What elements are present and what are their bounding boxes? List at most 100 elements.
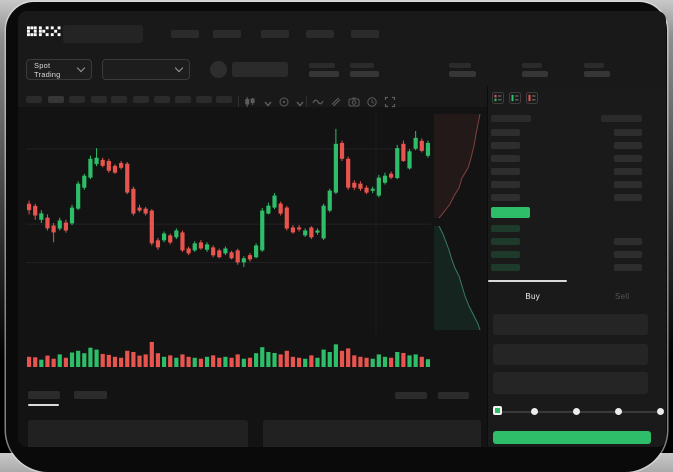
ticker-stat-label [449, 63, 471, 68]
okx-logo[interactable] [27, 26, 61, 37]
chevron-down-icon [174, 63, 184, 73]
bottom-action-2[interactable] [438, 392, 469, 399]
ask-amount-bar [614, 194, 642, 201]
history-clock-icon[interactable] [366, 96, 378, 108]
book-combined-view-icon[interactable] [492, 92, 504, 104]
ask-row[interactable] [491, 142, 642, 149]
order-price-input[interactable] [493, 314, 648, 335]
device-frame: Spot Trading [6, 2, 667, 472]
candlestick-chart[interactable] [26, 112, 431, 334]
buy-submit-button[interactable] [493, 431, 651, 444]
slider-stop[interactable] [656, 408, 664, 415]
ticker-stat-label [522, 63, 542, 68]
app-window: Spot Trading [18, 11, 666, 447]
ticker-stat-label [309, 63, 335, 68]
bottom-panel-2 [263, 420, 481, 447]
bid-price-bar [491, 251, 520, 258]
coin-icon [210, 61, 227, 78]
timeframe-button[interactable] [133, 96, 149, 103]
amount-slider-handle[interactable] [493, 406, 502, 415]
camera-icon[interactable] [348, 96, 360, 108]
slider-stop[interactable] [531, 408, 539, 415]
asks-list [491, 129, 642, 207]
nav-item-3[interactable] [261, 30, 289, 38]
candle-style-icon[interactable] [244, 96, 256, 108]
bid-amount-bar [614, 238, 642, 245]
order-amount-input[interactable] [493, 344, 648, 365]
ask-row[interactable] [491, 168, 642, 175]
order-book-panel: Buy Sell [487, 86, 666, 447]
bid-row[interactable] [491, 264, 642, 271]
bottom-tab-1[interactable] [28, 391, 60, 399]
measure-tool-icon[interactable] [330, 96, 342, 108]
timeframe-button[interactable] [111, 96, 127, 103]
ask-price-bar [491, 155, 520, 162]
ticker-stat-label [584, 63, 604, 68]
ask-amount-bar [614, 155, 642, 162]
chevron-down-icon [76, 63, 86, 73]
pair-selector[interactable] [102, 59, 190, 80]
timeframe-button[interactable] [69, 96, 85, 103]
ask-price-bar [491, 129, 520, 136]
ask-amount-bar [614, 142, 642, 149]
orderbook-amount-column-header [601, 115, 642, 122]
timeframe-button[interactable] [26, 96, 42, 103]
chevron-down-icon[interactable] [294, 98, 306, 110]
fullscreen-icon[interactable] [384, 96, 396, 108]
nav-item-1[interactable] [171, 30, 199, 38]
timeframe-button[interactable] [91, 96, 107, 103]
ask-row[interactable] [491, 194, 642, 201]
chevron-down-icon[interactable] [262, 98, 274, 110]
ask-row[interactable] [491, 155, 642, 162]
buy-tab-indicator [488, 280, 567, 282]
ask-amount-bar [614, 181, 642, 188]
bottom-tab-2[interactable] [74, 391, 107, 399]
tab-sell[interactable]: Sell [578, 286, 667, 302]
ticker-stat-label [350, 63, 374, 68]
line-tool-icon[interactable] [312, 96, 324, 108]
last-price-highlight[interactable] [491, 207, 530, 218]
book-bids-view-icon[interactable] [509, 92, 521, 104]
bottom-tab-active-underline [28, 404, 59, 406]
ask-row[interactable] [491, 129, 642, 136]
order-total-input[interactable] [493, 372, 648, 394]
bid-amount-bar [614, 264, 642, 271]
tab-buy[interactable]: Buy [488, 286, 578, 302]
slider-stop[interactable] [614, 408, 622, 415]
ask-price-bar [491, 168, 520, 175]
nav-item-4[interactable] [306, 30, 334, 38]
nav-item-5[interactable] [351, 30, 379, 38]
bids-list [491, 225, 642, 277]
volume-chart[interactable] [26, 338, 431, 368]
bottom-action-1[interactable] [395, 392, 427, 399]
sell-tab-label: Sell [614, 292, 630, 301]
ticker-stat-value [522, 71, 548, 77]
bid-row[interactable] [491, 225, 642, 232]
timeframe-button[interactable] [175, 96, 191, 103]
market-type-selector[interactable]: Spot Trading [26, 59, 92, 80]
search-input[interactable] [63, 25, 143, 43]
ask-amount-bar [614, 168, 642, 175]
slider-stop[interactable] [573, 408, 580, 415]
ask-row[interactable] [491, 181, 642, 188]
timeframe-button[interactable] [154, 96, 170, 103]
ask-price-bar [491, 194, 520, 201]
depth-chart[interactable] [434, 114, 484, 330]
bid-price-bar [491, 225, 520, 232]
bid-row[interactable] [491, 251, 642, 258]
ticker-stat-value [309, 71, 339, 77]
ticker-stat-value [449, 71, 476, 77]
timeframe-button[interactable] [196, 96, 212, 103]
pair-name-placeholder [232, 62, 288, 77]
timeframe-button[interactable] [216, 96, 232, 103]
ask-price-bar [491, 142, 520, 149]
ticker-stat-value [584, 71, 610, 77]
timeframe-button[interactable] [48, 96, 64, 103]
bid-row[interactable] [491, 238, 642, 245]
ask-price-bar [491, 181, 520, 188]
bid-price-bar [491, 238, 520, 245]
nav-item-2[interactable] [213, 30, 241, 38]
ask-amount-bar [614, 129, 642, 136]
book-asks-view-icon[interactable] [526, 92, 538, 104]
indicator-icon[interactable] [278, 96, 290, 108]
